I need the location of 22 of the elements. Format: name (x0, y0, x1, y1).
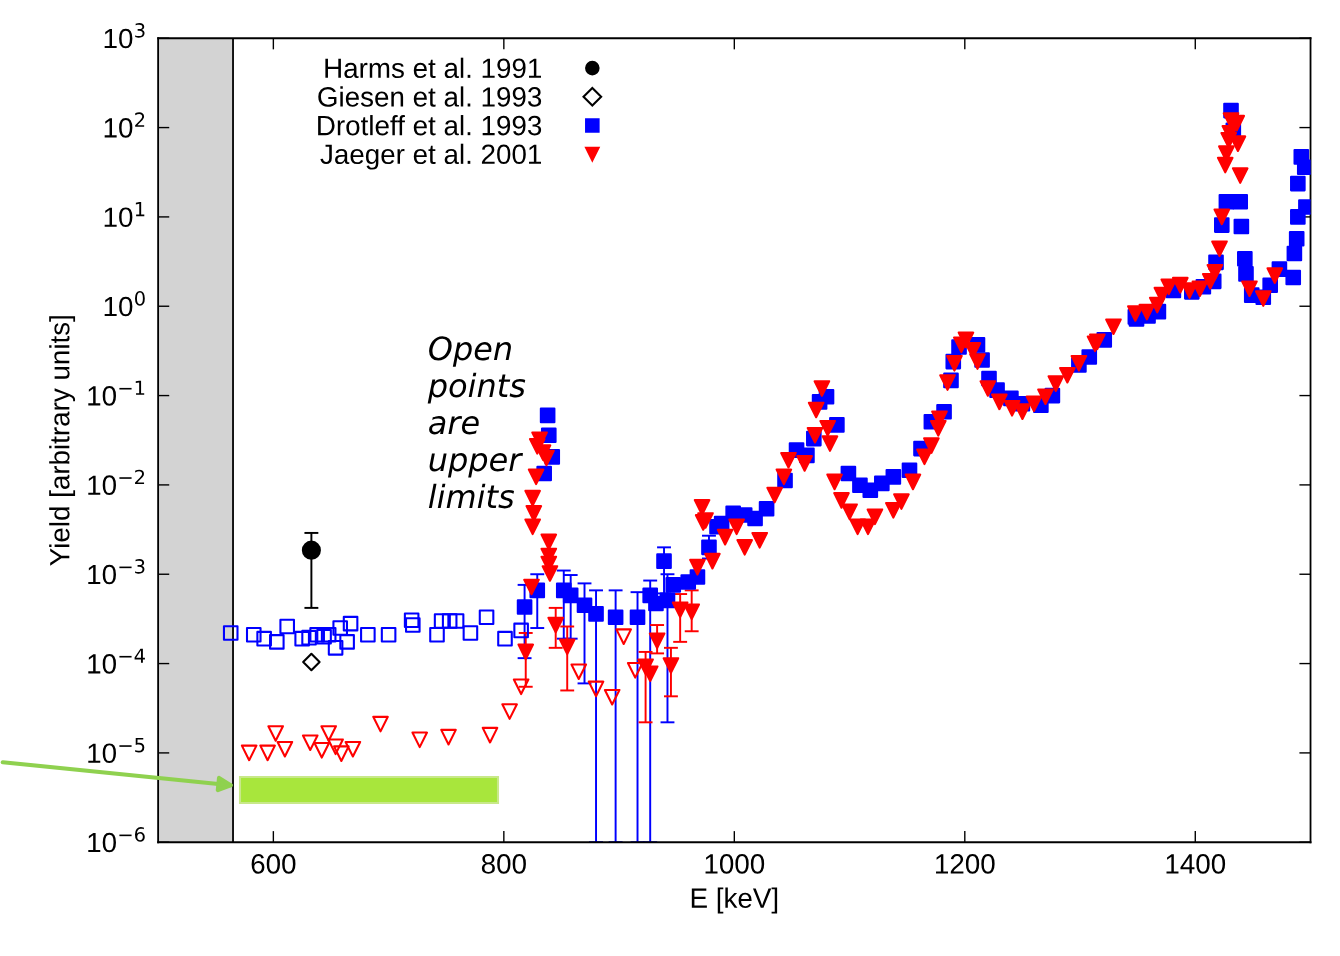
legend-label: Jaeger et al. 2001 (320, 143, 541, 170)
x-tick-label: 1400 (1166, 854, 1226, 874)
legend-label: Drotleff et al. 1993 (318, 115, 542, 136)
y-tick-label: 10$^{−3}$ (88, 559, 145, 585)
y-tick-label: 10$^{2}$ (104, 112, 145, 138)
y-tick-label: 10$^{0}$ (104, 291, 145, 317)
y-tick-label: 10$^{−6}$ (88, 827, 145, 853)
x-tick-label: 600 (251, 854, 296, 874)
x-tick-label: 1000 (705, 854, 765, 874)
y-tick-label: 10$^{3}$ (104, 23, 145, 49)
x-tick-label: 800 (481, 854, 526, 874)
y-tick-label: 10$^{−4}$ (88, 648, 145, 674)
y-tick-label: 10$^{1}$ (104, 201, 145, 228)
legend-label: Giesen et al. 1993 (318, 86, 542, 107)
x-tick-label: 1200 (936, 854, 995, 874)
y-tick-label: 10$^{−2}$ (88, 469, 145, 496)
y-tick-label: 10$^{−1}$ (88, 380, 145, 406)
x-axis-title: E [keV] (691, 887, 778, 914)
legend-label: Harms et al. 1991 (325, 57, 541, 79)
y-axis-title: Yield [arbitrary units] (49, 316, 76, 566)
annotation: Open points are upper limits (427, 336, 526, 509)
y-tick-label: 10$^{−5}$ (88, 737, 145, 764)
